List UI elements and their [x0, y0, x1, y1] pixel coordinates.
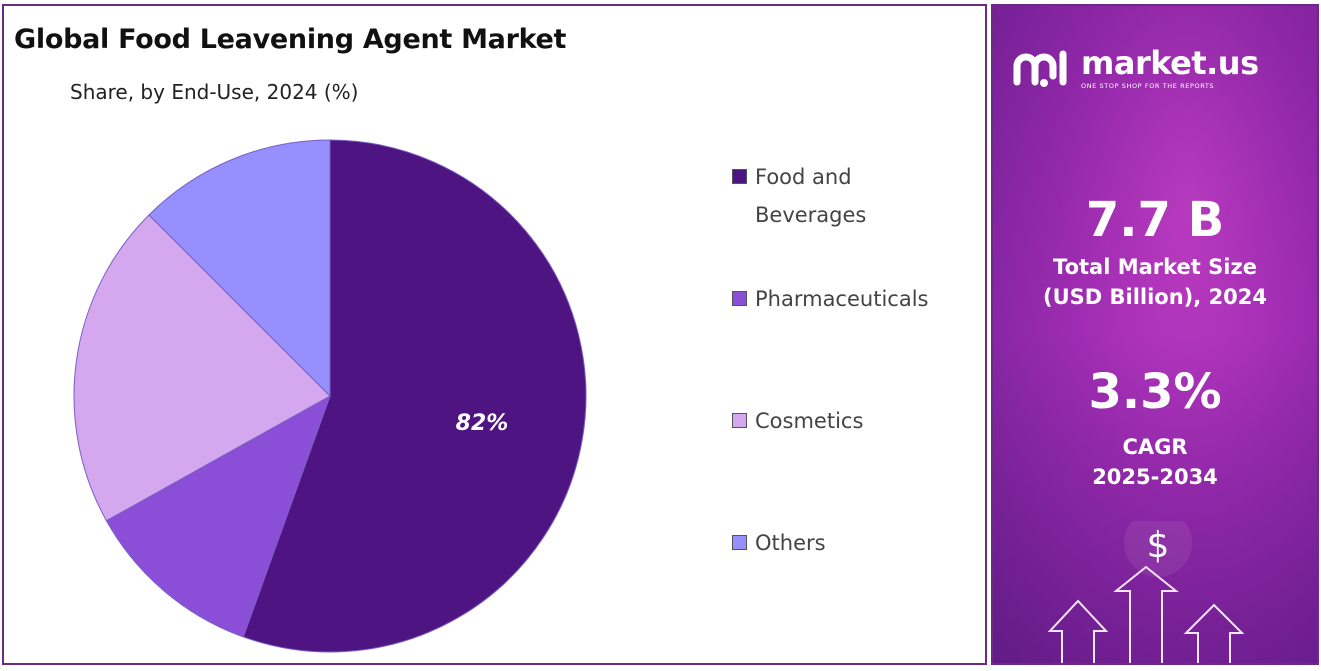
- brand-tagline: ONE STOP SHOP FOR THE REPORTS: [1081, 81, 1215, 90]
- legend-item-cosmetics: Cosmetics: [732, 402, 863, 440]
- legend-item-food-and-beverages: Food and Beverages: [732, 158, 905, 234]
- pie-slice-pharmaceuticals: [105, 394, 331, 638]
- legend-swatch-food-and-beverages: [732, 169, 747, 184]
- pie-slice-food-and-beverages: [242, 139, 587, 653]
- legend-swatch-others: [732, 535, 747, 550]
- legend-swatch-pharmaceuticals: [732, 291, 747, 306]
- dollar-symbol: $: [1147, 525, 1170, 566]
- legend-item-pharmaceuticals: Pharmaceuticals: [732, 280, 928, 318]
- cagr-value: 3.3%: [1088, 364, 1222, 420]
- pie-slice-others: [148, 139, 331, 398]
- up-arrow-icon: [1048, 565, 1245, 663]
- market-size-value: 7.7 B: [1085, 192, 1225, 248]
- cagr-label-line1: CAGR: [1122, 435, 1188, 459]
- chart-subtitle: Share, by End-Use, 2024 (%): [70, 80, 359, 104]
- data-label-food-and-beverages: 82%: [456, 411, 509, 436]
- market-us-logo-icon: [1013, 50, 1067, 87]
- dollar-coin-icon: [1124, 521, 1192, 577]
- chart-panel: Global Food Leavening Agent Market Share…: [2, 4, 987, 665]
- legend-label-cosmetics: Cosmetics: [755, 409, 864, 433]
- cagr-label-line2: 2025-2034: [1092, 465, 1218, 489]
- brand-name: market.us: [1081, 43, 1259, 82]
- sidebar-background-overlay: [993, 6, 1317, 663]
- legend-item-others: Others: [732, 524, 826, 562]
- legend-label-pharmaceuticals: Pharmaceuticals: [755, 287, 929, 311]
- legend-label-others: Others: [755, 531, 826, 555]
- legend-label-food-and-beverages: Food and Beverages: [755, 165, 867, 227]
- market-size-label-line1: Total Market Size: [1053, 255, 1257, 279]
- pie-chart: 82%: [73, 139, 587, 653]
- legend-swatch-cosmetics: [732, 413, 747, 428]
- growth-arrows-illustration: $: [1048, 521, 1245, 663]
- pie-slice-cosmetics: [73, 214, 331, 522]
- brand-logo[interactable]: market.us ONE STOP SHOP FOR THE REPORTS: [1013, 46, 1259, 90]
- market-size-label-line2: (USD Billion), 2024: [1042, 285, 1268, 309]
- chart-title: Global Food Leavening Agent Market: [14, 24, 567, 55]
- summary-sidebar: market.us ONE STOP SHOP FOR THE REPORTS …: [991, 4, 1319, 665]
